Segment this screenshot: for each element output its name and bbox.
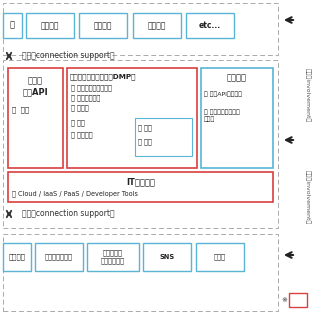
Text: ITインフラ: ITインフラ <box>126 178 155 187</box>
Text: ※: ※ <box>281 297 287 303</box>
Text: 参加（involvement）: 参加（involvement） <box>305 68 311 122</box>
Text: 理: 理 <box>10 20 14 29</box>
Text: ・  連携: ・ 連携 <box>12 107 29 113</box>
Text: スマートフォン: スマートフォン <box>45 254 73 260</box>
Text: etc...: etc... <box>199 21 221 30</box>
Text: 防災支援: 防災支援 <box>148 21 166 30</box>
Text: ・ 審査: ・ 審査 <box>138 139 152 145</box>
Bar <box>201 68 273 168</box>
Text: ・ サービス: ・ サービス <box>71 132 92 138</box>
Text: 連携（connection support）: 連携（connection support） <box>22 210 115 219</box>
Bar <box>3 243 31 271</box>
Text: ・ データ: ・ データ <box>71 105 89 111</box>
Bar <box>143 243 191 271</box>
Text: 流通API: 流通API <box>23 87 48 97</box>
Text: その他: その他 <box>214 254 226 260</box>
Text: ・ 行政支援システム
と連携: ・ 行政支援システム と連携 <box>204 110 240 122</box>
Text: 環境センサ
（天候情報）: 環境センサ （天候情報） <box>101 250 125 264</box>
Bar <box>3 3 278 55</box>
Text: SNS: SNS <box>159 254 175 260</box>
Bar <box>3 13 22 38</box>
Bar <box>133 13 181 38</box>
Text: ・ ソースコード: ・ ソースコード <box>71 95 100 101</box>
Text: 連携（connection support）: 連携（connection support） <box>22 52 115 60</box>
Text: ・ 評価: ・ 評価 <box>138 125 152 131</box>
Bar <box>135 118 192 156</box>
Text: ・ Cloud / IaaS / PaaS / Developer Tools: ・ Cloud / IaaS / PaaS / Developer Tools <box>12 191 138 197</box>
Bar <box>67 68 197 168</box>
Bar <box>8 68 63 168</box>
Text: ・ ソリューション事例: ・ ソリューション事例 <box>71 85 112 91</box>
Bar <box>8 172 273 202</box>
Bar <box>196 243 244 271</box>
Bar <box>186 13 234 38</box>
Text: 害獣対策: 害獣対策 <box>41 21 59 30</box>
Bar <box>3 60 278 228</box>
Text: 度センサ: 度センサ <box>9 254 26 260</box>
Text: ・ 類似APIの共通化: ・ 類似APIの共通化 <box>204 91 242 97</box>
Bar <box>289 293 307 307</box>
Bar <box>26 13 74 38</box>
Bar <box>87 243 139 271</box>
Text: データ: データ <box>28 76 43 85</box>
Text: 健康支援: 健康支援 <box>94 21 112 30</box>
Text: 参加（involvement）: 参加（involvement） <box>305 170 311 224</box>
Text: ・ 機能: ・ 機能 <box>71 120 85 126</box>
Text: 拡張機能: 拡張機能 <box>227 74 247 83</box>
Bar <box>35 243 83 271</box>
Text: マーケットプレイス（DMP）: マーケットプレイス（DMP） <box>70 74 137 80</box>
Bar <box>79 13 127 38</box>
Bar <box>3 234 278 311</box>
